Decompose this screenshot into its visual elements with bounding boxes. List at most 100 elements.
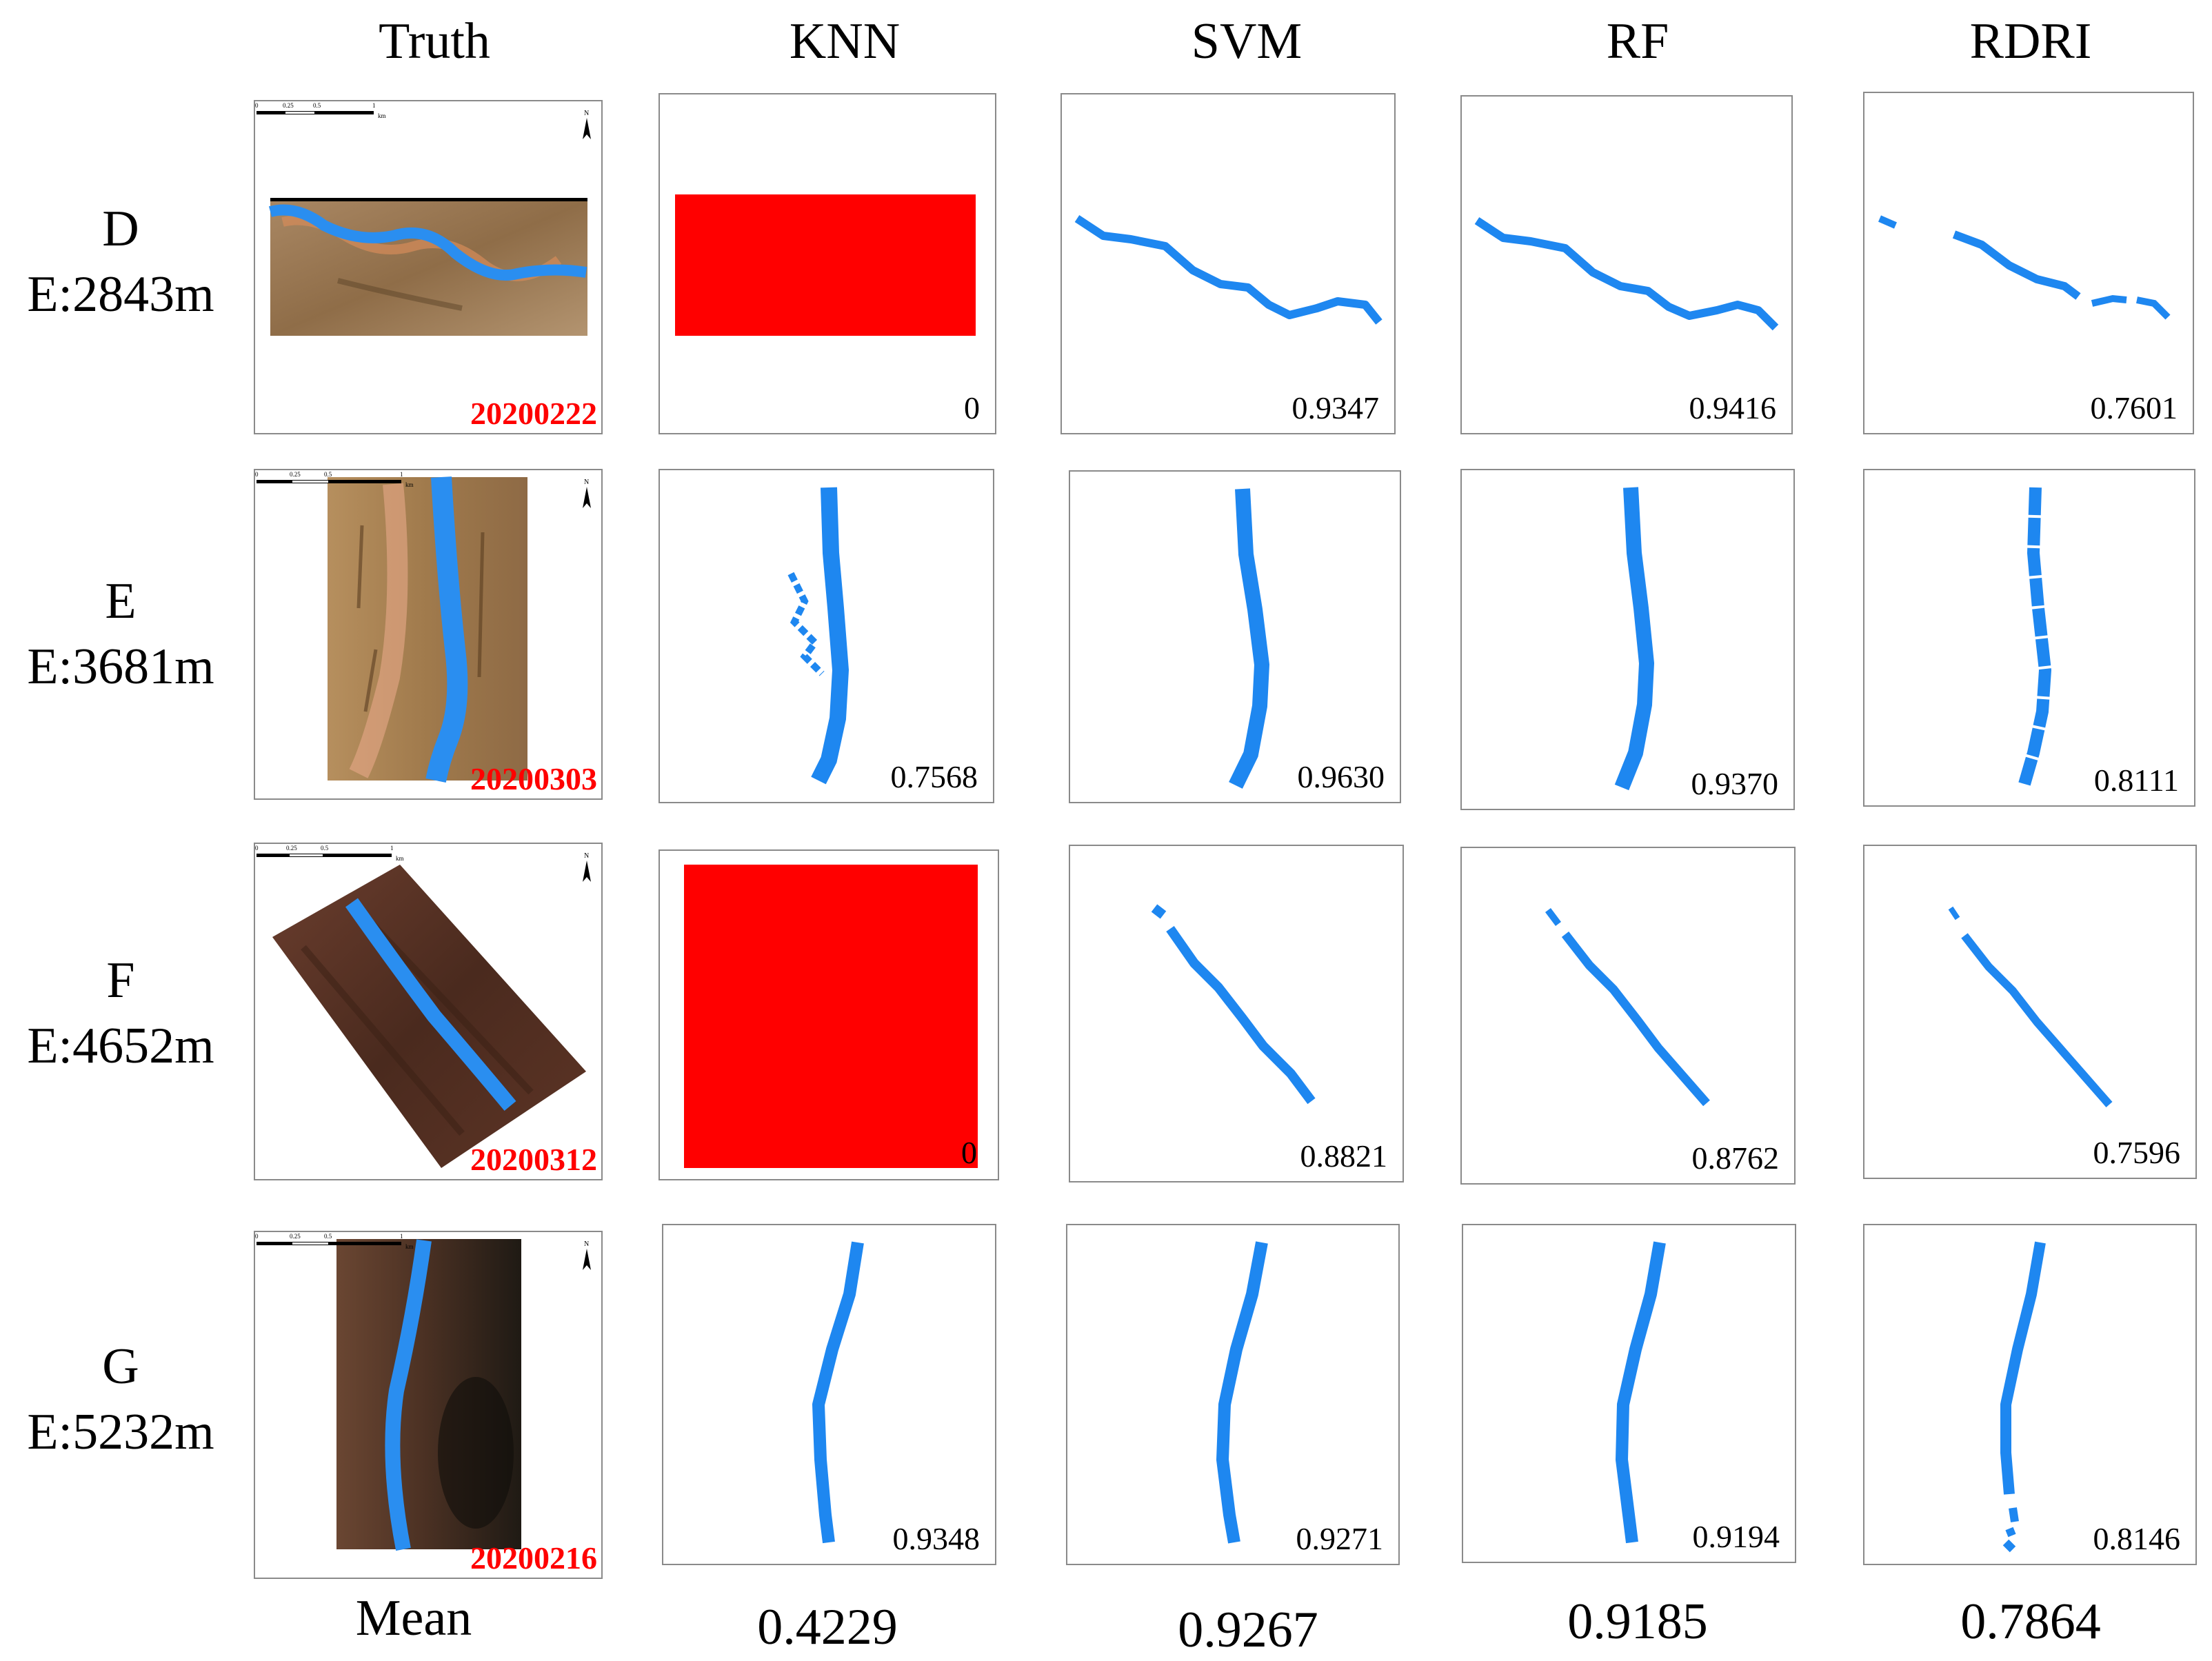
- water-extraction: [2018, 487, 2052, 786]
- svg-text:N: N: [584, 852, 589, 860]
- satellite-image: [272, 865, 586, 1168]
- rdri-map-g: 0.8146: [1863, 1224, 2197, 1565]
- svg-text:0.5: 0.5: [321, 845, 329, 852]
- rf-map-e: 0.9370: [1460, 469, 1795, 810]
- svg-text:1: 1: [372, 102, 376, 109]
- water-extraction: [1216, 1241, 1268, 1544]
- north-arrow-icon: N: [583, 852, 591, 882]
- svg-text:km: km: [405, 481, 414, 488]
- svg-text:km: km: [378, 112, 386, 119]
- svg-text:0.25: 0.25: [286, 845, 297, 852]
- row-elevation: E:2843m: [27, 265, 214, 323]
- score-label: 0.8821: [1300, 1138, 1388, 1174]
- header-knn: KNN: [789, 13, 901, 70]
- truth-map-e: N 0 0.25 0.5 1 km 20200303: [254, 469, 603, 800]
- water-extraction: [2000, 1241, 2046, 1553]
- score-label: 0.9271: [1296, 1521, 1384, 1556]
- svg-text:0: 0: [255, 845, 259, 852]
- scale-bar: 0 0.25 0.5 1 km: [255, 102, 386, 119]
- score-label: 0.8111: [2093, 763, 2179, 798]
- water-extraction: [1074, 214, 1382, 325]
- row-elevation: E:4652m: [27, 1017, 214, 1074]
- scale-bar: 0 0.25 0.5 1 km: [255, 1233, 414, 1250]
- svg-text:1: 1: [390, 845, 394, 852]
- mean-rf: 0.9185: [1567, 1593, 1708, 1650]
- north-arrow-icon: N: [583, 479, 591, 508]
- mean-rdri: 0.7864: [1960, 1593, 2101, 1650]
- water-extraction: [1614, 487, 1655, 791]
- svg-text:km: km: [405, 1243, 414, 1250]
- svg-text:0.25: 0.25: [283, 102, 294, 109]
- row-id: D: [102, 201, 139, 257]
- row-elevation: E:3681m: [27, 638, 214, 695]
- acquisition-date: 20200303: [470, 761, 597, 796]
- water-extraction: [1948, 906, 2113, 1107]
- score-label: 0.7601: [2090, 390, 2178, 425]
- water-extraction: [812, 1241, 864, 1544]
- score-label: 0.8146: [2093, 1521, 2181, 1556]
- north-arrow-icon: N: [583, 110, 591, 139]
- svg-text:0.5: 0.5: [313, 102, 321, 109]
- svg-text:0.25: 0.25: [290, 1233, 301, 1240]
- water-extraction: [787, 487, 849, 785]
- acquisition-date: 20200222: [470, 396, 597, 431]
- row-label-f: F E:4652m: [7, 948, 234, 1078]
- water-extraction: [1474, 217, 1779, 331]
- row-id: G: [102, 1338, 139, 1395]
- failure-block: [684, 865, 978, 1168]
- row-label-g: G E:5232m: [7, 1334, 234, 1464]
- svm-map-d: 0.9347: [1060, 93, 1396, 434]
- row-label-d: D E:2843m: [7, 197, 234, 327]
- header-truth: Truth: [379, 13, 490, 70]
- svm-map-e: 0.9630: [1069, 470, 1401, 803]
- score-label: 0.9347: [1291, 390, 1380, 425]
- truth-map-g: N 0 0.25 0.5 1 km 20200216: [254, 1231, 603, 1579]
- water-extraction: [1616, 1241, 1666, 1544]
- svg-text:0.25: 0.25: [290, 471, 301, 478]
- scale-bar: 0 0.25 0.5 1 km: [255, 471, 414, 488]
- svg-text:0: 0: [255, 1233, 259, 1240]
- score-label: 0.8762: [1691, 1140, 1780, 1176]
- svg-text:1: 1: [400, 1233, 403, 1240]
- score-label: 0.9416: [1689, 390, 1777, 425]
- satellite-image: [268, 198, 587, 336]
- svg-text:0: 0: [255, 102, 259, 109]
- acquisition-date: 20200216: [470, 1540, 597, 1576]
- water-extraction: [1878, 215, 2171, 320]
- satellite-image: [336, 1239, 521, 1551]
- svg-text:0: 0: [255, 471, 259, 478]
- water-extraction: [1229, 488, 1270, 789]
- rf-map-g: 0.9194: [1462, 1224, 1796, 1563]
- knn-map-f: 0: [658, 849, 999, 1180]
- row-id: E: [105, 573, 137, 630]
- header-svm: SVM: [1191, 13, 1303, 70]
- scale-bar: 0 0.25 0.5 1 km: [255, 845, 404, 862]
- rdri-map-f: 0.7596: [1863, 845, 2197, 1179]
- mean-knn: 0.4229: [757, 1599, 898, 1655]
- svm-map-g: 0.9271: [1066, 1224, 1400, 1565]
- svg-text:km: km: [396, 855, 404, 862]
- knn-map-e: 0.7568: [658, 469, 994, 803]
- svg-text:N: N: [584, 1240, 589, 1248]
- rf-map-e-f: 0.8762: [1460, 847, 1796, 1185]
- acquisition-date: 20200312: [470, 1142, 597, 1177]
- score-label: 0: [964, 390, 980, 425]
- svm-map-f: 0.8821: [1069, 845, 1404, 1182]
- score-label: 0.7596: [2093, 1135, 2181, 1170]
- knn-map-g: 0.9348: [662, 1224, 996, 1565]
- satellite-image: [328, 476, 527, 783]
- score-label: 0.7568: [890, 759, 978, 794]
- mean-label: Mean: [355, 1590, 472, 1647]
- score-label: 0.9630: [1297, 759, 1385, 794]
- row-label-e: E E:3681m: [7, 569, 234, 699]
- svg-text:N: N: [584, 479, 589, 486]
- svg-text:0.5: 0.5: [324, 471, 332, 478]
- svg-text:N: N: [584, 110, 589, 117]
- score-label: 0.9348: [892, 1521, 981, 1556]
- svg-text:1: 1: [400, 471, 403, 478]
- truth-map-f: N 0 0.25 0.5 1 km 20200312: [254, 843, 603, 1180]
- knn-map-d: 0: [658, 93, 996, 434]
- score-label: 0: [961, 1135, 977, 1170]
- water-extraction: [1545, 908, 1710, 1107]
